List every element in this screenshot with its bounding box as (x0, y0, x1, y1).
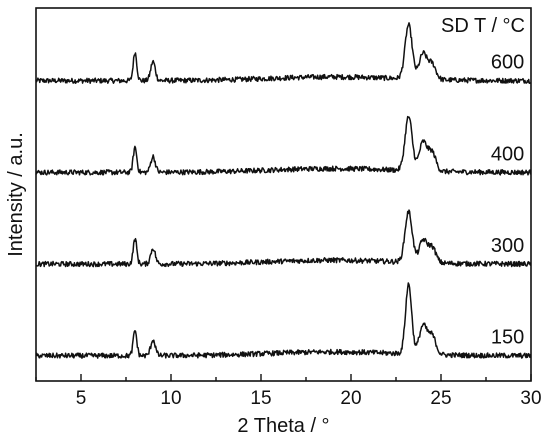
plot-frame (35, 7, 532, 382)
y-axis-title: Intensity / a.u. (5, 132, 27, 257)
trace-400 (35, 115, 532, 176)
x-axis-title: 2 Theta / ° (237, 415, 329, 437)
plot-border (35, 7, 532, 382)
legend-title: SD T / °C (441, 15, 525, 37)
x-axis-ticks: 5 10 15 20 25 30 (35, 374, 542, 409)
curve-label-600: 600 (491, 52, 524, 74)
x-tick-label-10: 10 (160, 388, 181, 409)
trace-150 (35, 282, 532, 359)
x-tick-label-30: 30 (520, 388, 541, 409)
trace-300 (35, 209, 532, 268)
curve-label-400: 400 (491, 143, 524, 165)
trace-600 (35, 22, 531, 84)
curve-labels-group: 600 400 300 150 (491, 52, 524, 349)
curve-label-150: 150 (491, 327, 524, 349)
traces-group (35, 22, 532, 359)
x-tick-label-15: 15 (250, 388, 271, 409)
x-tick-label-5: 5 (76, 388, 87, 409)
x-tick-label-20: 20 (340, 388, 361, 409)
curve-label-300: 300 (491, 235, 524, 257)
x-tick-label-25: 25 (430, 388, 451, 409)
